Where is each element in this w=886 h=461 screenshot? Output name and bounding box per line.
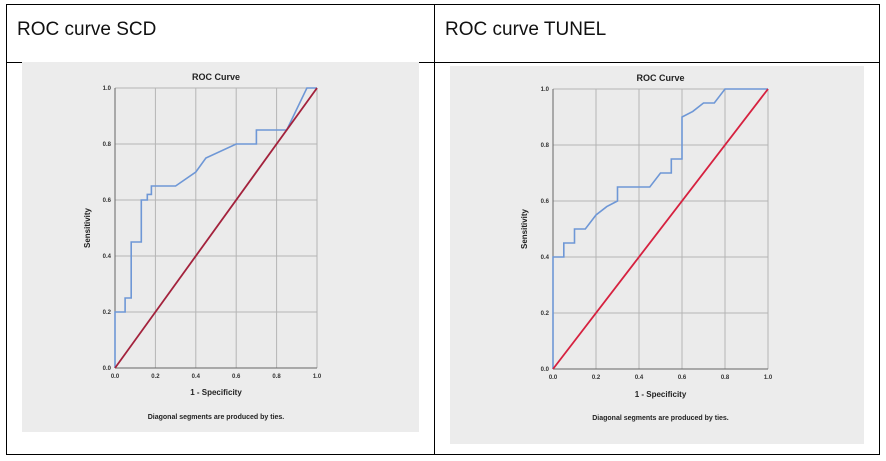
header-tunel: ROC curve TUNEL	[445, 19, 607, 40]
y-axis-label: Sensitivity	[520, 208, 529, 249]
y-tick-label: 0.2	[541, 311, 550, 317]
chart-title: ROC Curve	[192, 72, 240, 82]
x-tick-label: 0.0	[549, 375, 558, 381]
y-tick-label: 0.6	[541, 199, 550, 205]
y-tick-label: 0.4	[103, 254, 112, 260]
x-tick-label: 0.8	[272, 374, 281, 380]
x-axis-label: 1 - Specificity	[635, 390, 687, 399]
reference-diagonal-line	[114, 87, 318, 369]
x-tick-label: 1.0	[313, 374, 322, 380]
y-tick-label: 0.2	[103, 310, 112, 316]
x-tick-label: 0.2	[151, 374, 160, 380]
header-scd: ROC curve SCD	[17, 19, 157, 40]
roc-curve-line	[114, 87, 317, 368]
x-tick-label: 0.8	[721, 375, 730, 381]
row-divider	[7, 62, 879, 63]
roc-curve-line	[552, 88, 768, 369]
y-tick-label: 0.4	[541, 255, 550, 261]
chart-title: ROC Curve	[636, 73, 684, 83]
x-tick-label: 0.2	[592, 375, 601, 381]
figure-table: ROC curve SCD ROC curve TUNEL	[6, 4, 880, 455]
column-divider	[434, 5, 435, 454]
y-tick-label: 1.0	[541, 87, 550, 93]
y-tick-label: 0.8	[541, 143, 550, 149]
x-tick-label: 0.4	[192, 374, 201, 380]
y-axis-label: Sensitivity	[83, 207, 92, 248]
x-tick-label: 0.4	[635, 375, 644, 381]
x-axis-label: 1 - Specificity	[190, 388, 242, 397]
roc-chart-scd: 0.0 0.0 0.2 0.2 0.4 0.4 0.6 0.6 0.8 0.8 1.0 1.0 ROC …	[83, 72, 322, 421]
y-tick-label: 0.8	[103, 142, 112, 148]
roc-panel-tunel: 0.0 0.0 0.2 0.2 0.4 0.4 0.6 0.6 0.8 0.8 1.0 1.0 ROC …	[450, 66, 864, 444]
y-tick-label: 0.6	[103, 198, 112, 204]
roc-chart-tunel: 0.0 0.0 0.2 0.2 0.4 0.4 0.6 0.6 0.8 0.8 1.0 1.0 ROC …	[520, 73, 773, 422]
ties-footnote: Diagonal segments are produced by ties.	[592, 415, 729, 422]
x-tick-label: 0.6	[678, 375, 687, 381]
y-tick-label: 0.0	[541, 367, 550, 373]
y-tick-label: 1.0	[103, 86, 112, 92]
x-tick-label: 1.0	[764, 375, 773, 381]
x-tick-label: 0.0	[111, 374, 120, 380]
x-tick-label: 0.6	[232, 374, 241, 380]
roc-panel-scd: 0.0 0.0 0.2 0.2 0.4 0.4 0.6 0.6 0.8 0.8 1.0 1.0 ROC …	[22, 62, 419, 432]
y-tick-label: 0.0	[103, 366, 112, 372]
reference-diagonal-line	[552, 88, 769, 370]
ties-footnote: Diagonal segments are produced by ties.	[148, 414, 285, 421]
